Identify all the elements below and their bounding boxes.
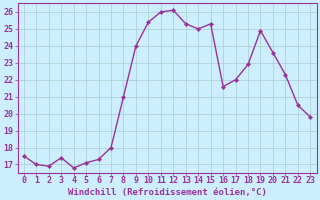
X-axis label: Windchill (Refroidissement éolien,°C): Windchill (Refroidissement éolien,°C) (68, 188, 267, 197)
